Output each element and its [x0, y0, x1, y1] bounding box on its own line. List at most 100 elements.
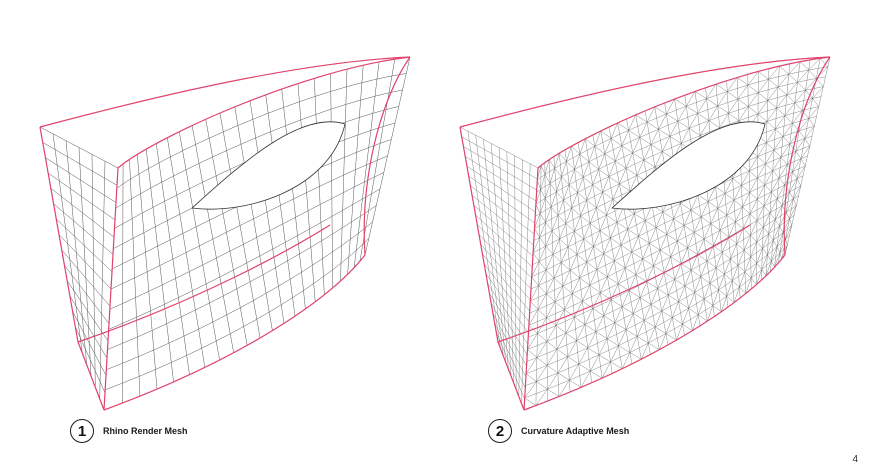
mesh-edge [786, 84, 788, 95]
mesh-edge [555, 313, 557, 326]
mesh-edge [278, 278, 291, 287]
mesh-edge [267, 113, 271, 132]
mesh-edge [797, 80, 808, 83]
mesh-edge [559, 235, 567, 240]
mesh-edge [674, 328, 677, 341]
mesh-edge [712, 300, 720, 306]
mesh-edge [677, 241, 680, 253]
mesh-edge [540, 174, 546, 178]
mesh-edge [345, 117, 360, 123]
mesh-edge [558, 380, 570, 385]
mesh-edge [566, 344, 568, 357]
mesh-edge [700, 131, 711, 136]
mesh-edge [692, 216, 702, 222]
mesh-edge [733, 196, 742, 201]
mesh-edge [209, 220, 214, 240]
mesh-edge [622, 256, 626, 268]
mesh-edge [544, 159, 550, 175]
mesh-edge [729, 120, 739, 125]
mesh-edge [559, 153, 567, 162]
mesh-edge [737, 84, 749, 100]
mesh-edge [706, 98, 708, 110]
mesh-edge [772, 157, 782, 171]
mesh-edge [812, 98, 819, 107]
mesh-edge [564, 305, 574, 310]
mesh-edge [709, 212, 711, 224]
mesh-edge [318, 168, 320, 187]
mesh-edge [182, 226, 197, 234]
mesh-edge [559, 238, 561, 251]
mesh-edge [756, 227, 764, 242]
mesh-edge [687, 117, 690, 129]
boundary-curve [103, 167, 119, 411]
mesh-edge [767, 240, 774, 245]
mesh-edge [768, 79, 779, 88]
mesh-edge [626, 118, 629, 131]
mesh-edge [797, 82, 806, 91]
mesh-edge [226, 225, 241, 233]
mesh-edge [376, 188, 381, 206]
mesh-edge [579, 273, 589, 279]
mesh-edge [188, 271, 193, 291]
mesh-edge [652, 151, 663, 156]
mesh-edge [686, 292, 695, 298]
mesh-edge [684, 281, 693, 287]
mesh-edge [674, 263, 682, 280]
mesh-edge [368, 193, 372, 211]
mesh-edge [699, 265, 701, 277]
mesh-edge [780, 205, 783, 216]
mesh-edge [391, 59, 396, 77]
mesh-edge [750, 252, 757, 257]
mesh-edge [710, 208, 718, 224]
mesh-edge [598, 153, 605, 170]
mesh-edge [784, 105, 787, 116]
mesh-edge [189, 264, 203, 272]
mesh-edge [670, 252, 680, 257]
mesh-edge [630, 302, 634, 314]
mesh-edge [586, 246, 594, 263]
mesh-edge [209, 302, 214, 323]
mesh-edge [653, 261, 663, 266]
mesh-edge [757, 142, 767, 147]
mesh-edge [814, 86, 824, 89]
mesh-edge [579, 375, 582, 388]
mesh-edge [675, 225, 685, 231]
mesh-edge [781, 205, 787, 213]
mesh-edge [162, 278, 176, 286]
mesh-edge [646, 106, 655, 123]
mesh-edge [216, 250, 231, 259]
mesh-edge [164, 297, 179, 305]
mesh-edge [743, 228, 744, 240]
mesh-edge [364, 176, 375, 183]
mesh-edge [563, 184, 570, 201]
mesh-edge [804, 136, 813, 139]
mesh-edge [671, 143, 682, 148]
mesh-edge [169, 239, 174, 260]
mesh-edge [780, 154, 789, 158]
mesh-edge [757, 184, 765, 200]
mesh-edge [377, 155, 388, 161]
mesh-edge [598, 165, 607, 170]
mesh-edge [578, 347, 588, 365]
mesh-edge [215, 169, 231, 177]
mesh-edge [786, 202, 788, 213]
mesh-edge [774, 252, 781, 268]
mesh-edge [798, 130, 805, 139]
mesh-edge [732, 178, 734, 190]
mesh-edge [655, 310, 662, 328]
mesh-edge [538, 285, 547, 294]
mesh-edge [639, 133, 650, 138]
mesh-edge [331, 157, 345, 164]
mesh-edge [726, 215, 728, 227]
mesh-edge [789, 191, 794, 199]
mesh-edge [765, 261, 772, 276]
mesh-edge [611, 138, 622, 146]
mesh-edge [638, 220, 646, 237]
mesh-edge [615, 156, 624, 162]
mesh-edge [69, 295, 108, 359]
mesh-edge [576, 335, 587, 341]
mesh-edge [718, 219, 721, 231]
mesh-edge [280, 304, 285, 324]
mesh-edge [568, 368, 570, 381]
mesh-edge [787, 82, 798, 85]
